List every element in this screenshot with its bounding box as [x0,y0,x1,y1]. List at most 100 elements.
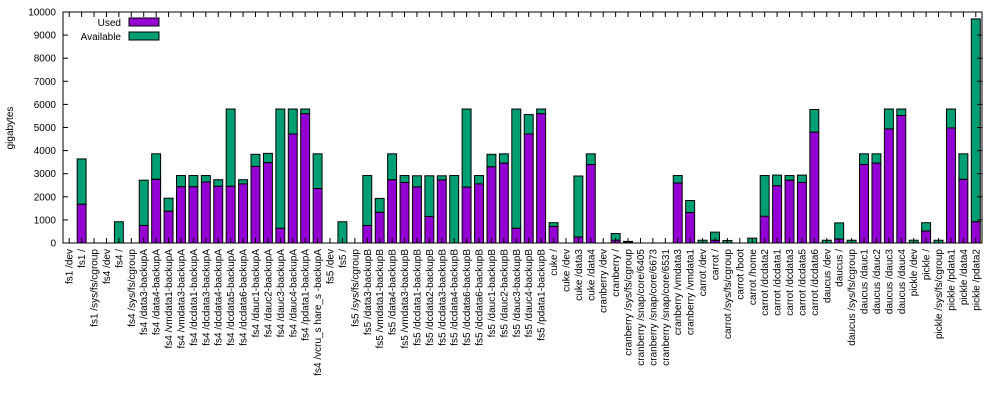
x-tick-label: fs5 /dcdata6-backupB [475,249,486,346]
bar-available [262,152,273,164]
bar-available [374,197,385,213]
bar-used [809,131,820,244]
bar-used [896,114,907,244]
bar-available [685,200,696,214]
bar-used [523,133,534,244]
x-tick-label: pickle /dev [909,249,920,296]
y-tick-label: 8000 [34,54,57,65]
legend-swatch-used [128,17,160,27]
bar-available [238,179,249,185]
bar-available [772,174,783,187]
x-tick-label: carrot /sys/fs/cgroup [723,249,734,339]
y-tick-label: 5000 [34,123,57,134]
x-tick-label: cranberry /vmdata1 [686,249,697,336]
x-tick-label: fs5 /dcdata6-backupB [462,249,473,346]
x-tick-label: daucus /dauc4 [897,249,908,314]
bar-available [411,175,422,188]
x-tick-label: fs5 /dcdata1-backupB [412,249,423,346]
bar-used [411,186,422,244]
x-tick-label: fs4 /dcdata3-backupA [201,249,212,346]
bar-available [188,175,199,188]
bar-used [399,181,410,244]
x-tick-label: fs5 /vmdata3-backupB [400,249,411,349]
bar-used [225,185,236,244]
x-tick-label: carrot /dcdata1 [773,249,784,316]
x-tick-label: cuke /data3 [574,249,585,301]
bar-available [536,108,547,115]
x-tick-label: fs5 /vmdata1-backupB [375,249,386,349]
bar-used [262,162,273,244]
y-tick-label: 4000 [34,146,57,157]
bar-used [871,162,882,244]
x-tick-label: cranberry /dev [599,249,610,313]
bar-used [585,163,596,244]
x-tick-label: daucus /dauc3 [884,249,895,314]
bar-available [176,175,186,188]
bar-used [238,183,249,244]
bar-available [585,153,596,165]
bar-available [945,108,956,129]
x-tick-label: daucus /dauc1 [860,249,871,314]
legend-label-available: Available [81,32,122,43]
x-tick-label: fs4 /pdata1-backupA [301,249,312,341]
bar-available [958,153,969,180]
y-tick-label: 2000 [34,192,57,203]
x-tick-label: cranberry / [611,249,622,297]
bar-available [883,108,894,130]
bar-used [536,113,547,244]
bar-available [523,114,534,135]
bar-used [300,113,311,244]
legend-label-used: Used [98,18,121,29]
bar-available [834,222,845,240]
bar-available [436,175,447,181]
bar-used [461,186,472,244]
y-tick-label: 6000 [34,100,57,111]
x-tick-label: pickle /sys/fs/cgroup [934,249,945,339]
bar-used [883,128,894,244]
y-ticks-layer: 0 1000 2000 3000 4000 5000 6000 7000 8000 9000 100… [28,8,982,250]
bar-used [486,166,497,244]
x-tick-label: fs4 /data4-backupA [152,249,163,335]
bar-used [796,181,807,244]
bar-available [151,153,162,180]
x-tick-label: cuke /data4 [586,249,597,301]
bar-used [188,186,199,244]
bar-available [784,175,795,181]
x-tick-label: pickle /pdata2 [971,249,982,311]
x-tick-label: fs4 /vmdata3-backupA [176,249,187,349]
bar-available [300,108,311,115]
bar-available [548,222,559,227]
x-tick-label: carrot /dcdata6 [810,249,821,316]
x-tick-label: carrot /home [748,249,759,306]
x-tick-label: fs4 /dcdata6-backupA [239,249,250,346]
x-tick-label: carrot /dcdata2 [760,249,771,316]
x-tick-label: fs5 /dauc4-backupB [524,249,535,338]
x-tick-label: fs1 /sys/fs/cgroup [90,249,101,327]
bar-used [672,182,683,244]
bar-used [312,187,323,244]
x-tick-label: fs4 /dcdata4-backupA [214,249,225,346]
x-tick-label: fs1 /dev [65,249,76,284]
bar-available [672,175,683,184]
bar-available [213,179,224,187]
x-tick-label: daucus /dauc2 [872,249,883,314]
bar-used [958,178,969,244]
y-axis-label: gigabytes [5,107,16,150]
x-tick-label: fs5 /pdata1-backupB [537,249,548,341]
x-tick-label: fs5 /dcdata3-backupB [437,249,448,346]
x-tick-label: fs5 /data4-backupB [388,249,399,335]
y-tick-label: 7000 [34,77,57,88]
x-tick-label: fs5 /dev [326,249,337,284]
x-tick-label: fs1 / [77,249,88,268]
x-tick-label: daucus / [835,249,846,287]
bar-used [387,179,398,244]
legend: Used Available [81,17,160,43]
bar-available [921,222,932,232]
x-tick-label: fs4 /dcdata5-backupA [226,249,237,346]
x-tick-label: fs4 /sys/fs/cgroup [127,249,138,327]
x-tick-label: pickle /pdata1 [946,249,957,311]
bar-used [151,178,162,244]
bar-available [163,197,174,212]
